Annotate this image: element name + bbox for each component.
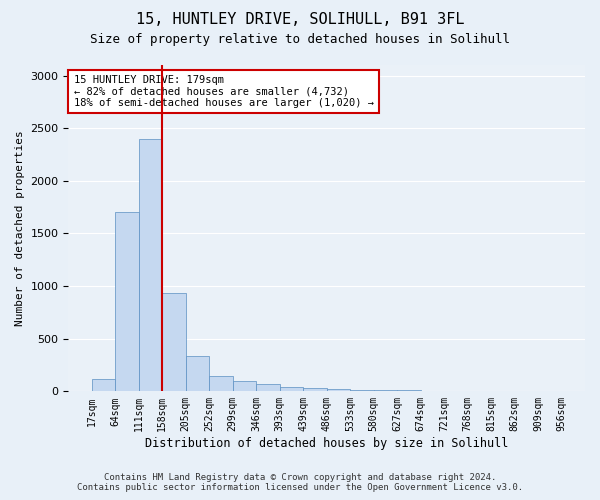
Bar bbox=[115, 212, 139, 392]
Bar bbox=[280, 386, 303, 392]
Y-axis label: Number of detached properties: Number of detached properties bbox=[15, 130, 25, 326]
Bar bbox=[92, 378, 115, 392]
Bar bbox=[256, 384, 280, 392]
Text: 15, HUNTLEY DRIVE, SOLIHULL, B91 3FL: 15, HUNTLEY DRIVE, SOLIHULL, B91 3FL bbox=[136, 12, 464, 28]
Bar bbox=[421, 390, 444, 392]
Bar bbox=[327, 389, 350, 392]
Bar bbox=[163, 294, 186, 392]
Bar bbox=[374, 390, 397, 392]
Bar bbox=[233, 382, 256, 392]
Bar bbox=[186, 356, 209, 392]
X-axis label: Distribution of detached houses by size in Solihull: Distribution of detached houses by size … bbox=[145, 437, 508, 450]
Bar bbox=[397, 390, 421, 392]
Bar bbox=[209, 376, 233, 392]
Bar bbox=[139, 138, 163, 392]
Text: Contains HM Land Registry data © Crown copyright and database right 2024.
Contai: Contains HM Land Registry data © Crown c… bbox=[77, 473, 523, 492]
Bar bbox=[444, 391, 467, 392]
Text: Size of property relative to detached houses in Solihull: Size of property relative to detached ho… bbox=[90, 32, 510, 46]
Bar bbox=[303, 388, 327, 392]
Text: 15 HUNTLEY DRIVE: 179sqm
← 82% of detached houses are smaller (4,732)
18% of sem: 15 HUNTLEY DRIVE: 179sqm ← 82% of detach… bbox=[74, 75, 374, 108]
Bar bbox=[350, 390, 374, 392]
